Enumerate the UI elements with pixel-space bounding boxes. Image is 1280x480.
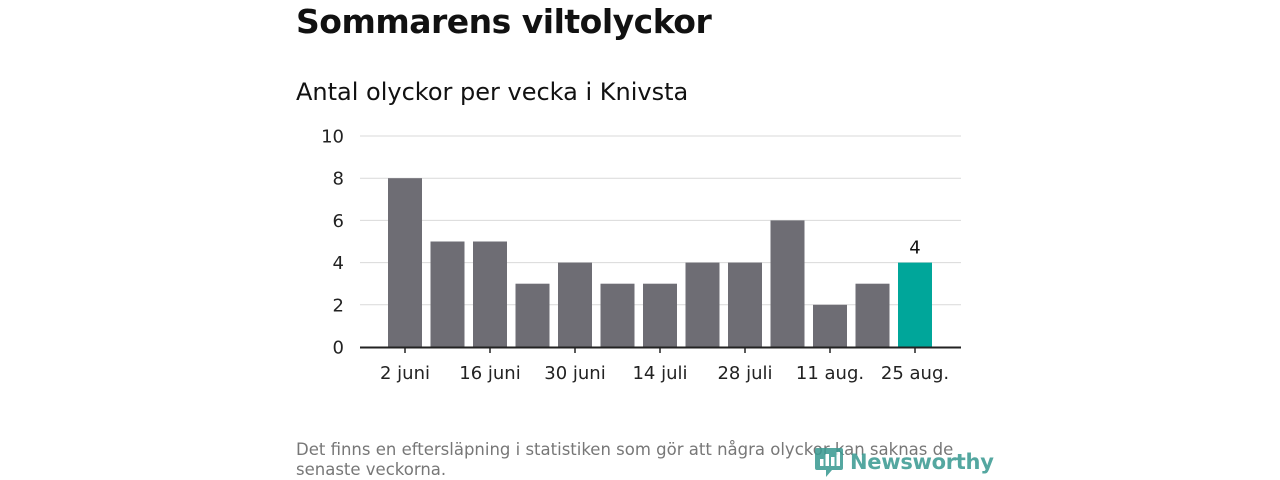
y-tick-label: 8 xyxy=(333,169,344,190)
bar xyxy=(388,178,422,347)
x-tick-label: 28 juli xyxy=(717,363,772,384)
y-tick-label: 0 xyxy=(333,338,344,359)
newsworthy-logo[interactable]: Newsworthy xyxy=(814,446,994,478)
chart-title: Antal olyckor per vecka i Knivsta xyxy=(296,78,689,106)
bar xyxy=(430,241,465,347)
bar xyxy=(728,262,762,347)
y-tick-label: 4 xyxy=(333,253,344,274)
x-tick-label: 25 aug. xyxy=(881,363,949,384)
data-label: 4 xyxy=(909,238,920,259)
bar xyxy=(473,241,507,347)
axes xyxy=(360,346,961,353)
bar xyxy=(855,283,890,347)
bar xyxy=(643,283,677,347)
bars xyxy=(388,178,932,347)
bar xyxy=(600,283,635,347)
bar xyxy=(515,283,550,347)
x-tick-label: 11 aug. xyxy=(796,363,864,384)
logo-text: Newsworthy xyxy=(850,450,994,474)
x-tick-label: 16 juni xyxy=(459,363,520,384)
bar xyxy=(558,262,592,347)
newsworthy-logo-icon xyxy=(815,448,843,477)
bar xyxy=(685,262,720,347)
x-tick-label: 14 juli xyxy=(632,363,687,384)
bar xyxy=(813,304,847,347)
x-tick-label: 30 juni xyxy=(544,363,605,384)
y-tick-label: 10 xyxy=(321,127,344,148)
footnote: Det finns en eftersläpning i statistiken… xyxy=(296,440,954,479)
bar xyxy=(898,262,932,347)
bar xyxy=(770,220,805,347)
y-tick-label: 6 xyxy=(333,211,344,232)
y-tick-label: 2 xyxy=(333,295,344,316)
x-tick-label: 2 juni xyxy=(380,363,430,384)
headline: Sommarens viltolyckor xyxy=(296,2,712,41)
labels: 0 2 4 6 8 10 2 juni 16 juni 30 juni 14 juli 28 jul… xyxy=(321,127,949,385)
bar-chart: 0 2 4 6 8 10 2 juni 16 juni 30 juni 14 juli 28 jul… xyxy=(321,127,961,385)
